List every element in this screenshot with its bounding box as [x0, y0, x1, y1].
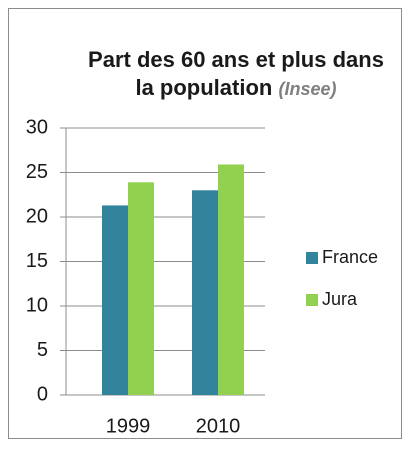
x-tick-label: 2010	[196, 415, 241, 437]
y-tick-label: 20	[26, 205, 48, 227]
title-text: Part des 60 ans et plus dans la populati…	[88, 47, 384, 100]
y-tick-label: 25	[26, 161, 48, 183]
y-tick-label: 30	[26, 116, 48, 138]
bar	[128, 182, 154, 395]
y-tick-label: 0	[37, 383, 48, 405]
legend-swatch	[306, 252, 318, 264]
chart-title: Part des 60 ans et plus dans la populati…	[88, 46, 384, 103]
x-tick-label: 1999	[106, 415, 151, 437]
legend-swatch	[306, 294, 318, 306]
y-tick-label: 15	[26, 250, 48, 272]
chart-frame	[8, 8, 402, 439]
bar	[218, 164, 244, 395]
legend-label: Jura	[322, 289, 358, 309]
legend-label: France	[322, 247, 378, 267]
y-tick-label: 5	[37, 339, 48, 361]
bar	[102, 205, 128, 395]
bar	[192, 190, 218, 395]
source: (Insee)	[278, 79, 337, 99]
y-tick-label: 10	[26, 294, 48, 316]
